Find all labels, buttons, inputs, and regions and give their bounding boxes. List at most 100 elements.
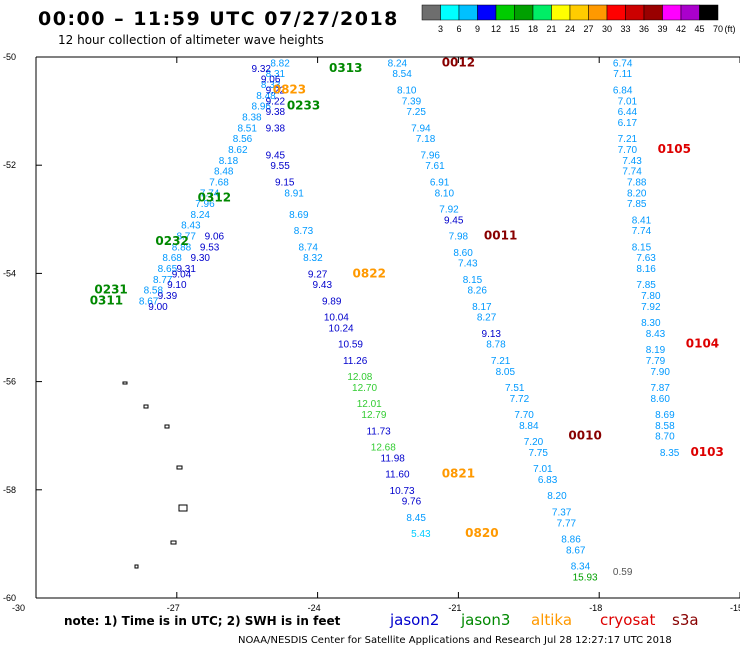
swh-value: 7.74 — [622, 167, 642, 178]
time-label: 0010 — [568, 429, 601, 443]
y-tick-label: -56 — [3, 377, 16, 387]
swh-value: 8.24 — [191, 210, 211, 221]
swh-value: 8.60 — [453, 248, 473, 259]
swh-value: 11.60 — [385, 470, 410, 481]
swh-value: 6.91 — [430, 177, 450, 188]
swh-value: 9.45 — [266, 150, 286, 161]
swh-value: 7.96 — [195, 199, 215, 210]
swh-value: 8.30 — [641, 318, 661, 329]
colorbar-swatch — [421, 4, 441, 21]
colorbar-swatch — [699, 4, 719, 21]
swh-value: 6.83 — [538, 475, 558, 486]
swh-value: 10.73 — [390, 486, 415, 497]
x-tick-label: -30 — [12, 603, 25, 613]
swh-value: 7.20 — [524, 437, 544, 448]
swh-value: 8.17 — [472, 302, 492, 313]
island-3 — [164, 424, 170, 429]
footer-credit: NOAA/NESDIS Center for Satellite Applica… — [238, 635, 672, 646]
swh-value: 8.60 — [650, 394, 670, 405]
island-7 — [134, 564, 139, 569]
colorbar-swatch — [532, 4, 552, 21]
swh-value: 8.62 — [228, 145, 248, 156]
time-label: 0233 — [287, 99, 320, 113]
swh-value: 8.65 — [158, 264, 178, 275]
island-4 — [176, 465, 183, 470]
swh-value: 7.98 — [449, 232, 469, 243]
swh-value: 7.37 — [552, 507, 572, 518]
swh-value: 7.79 — [646, 356, 666, 367]
swh-value: 9.32 — [252, 64, 272, 75]
swh-value: 8.88 — [172, 242, 192, 253]
colorbar-label: 12 — [491, 24, 501, 34]
swh-value: 8.43 — [181, 221, 201, 232]
swh-value: 7.87 — [650, 383, 670, 394]
swh-value: 7.94 — [411, 123, 431, 134]
swh-value: 8.43 — [646, 329, 666, 340]
swh-value: 7.51 — [505, 383, 525, 394]
legend-s3a: s3a — [672, 611, 699, 629]
legend-cryosat: cryosat — [600, 611, 655, 629]
colorbar-swatch — [643, 4, 663, 21]
y-tick-label: -54 — [3, 268, 16, 278]
swh-value: 7.11 — [613, 69, 632, 80]
swh-value: 10.59 — [338, 340, 363, 351]
island-1 — [122, 381, 128, 385]
colorbar-swatch — [514, 4, 534, 21]
swh-value: 8.15 — [632, 242, 652, 253]
colorbar-label: 3 — [438, 24, 443, 34]
swh-value: 7.43 — [458, 259, 478, 270]
swh-value: 7.80 — [641, 291, 661, 302]
time-label: 0313 — [329, 61, 362, 75]
swh-value: 12.79 — [361, 410, 386, 421]
swh-value: 8.10 — [397, 85, 417, 96]
swh-value: 7.18 — [416, 134, 436, 145]
swh-value: 7.43 — [622, 156, 642, 167]
swh-value: 8.68 — [162, 253, 182, 264]
swh-value: 7.61 — [425, 161, 445, 172]
swh-value: 9.31 — [176, 264, 196, 275]
colorbar-unit: (ft) — [725, 24, 736, 34]
swh-value: 8.48 — [214, 167, 234, 178]
legend-jason2: jason2 — [389, 611, 439, 629]
colorbar-swatch — [680, 4, 700, 21]
swh-value: 9.06 — [261, 75, 281, 86]
chart-title: 00:00 – 11:59 UTC 07/27/2018 — [38, 8, 399, 30]
colorbar-swatch — [606, 4, 626, 21]
swh-value: 8.45 — [406, 513, 426, 524]
colorbar-label: 15 — [509, 24, 519, 34]
swh-value: 12.70 — [352, 383, 377, 394]
chart-subtitle: 12 hour collection of altimeter wave hei… — [58, 33, 324, 47]
time-label: 0820 — [465, 526, 498, 540]
swh-value: 6.44 — [618, 107, 638, 118]
colorbar-swatch — [458, 4, 478, 21]
swh-value: 7.92 — [439, 204, 459, 215]
swh-value: 8.38 — [242, 113, 262, 124]
swh-value: 8.41 — [632, 215, 652, 226]
swh-value: 7.70 — [618, 145, 638, 156]
time-label: 0012 — [442, 55, 475, 69]
time-label: 0823 — [273, 82, 306, 96]
swh-value: 8.58 — [144, 286, 164, 297]
swh-value: 9.13 — [482, 329, 502, 340]
colorbar-swatch — [477, 4, 497, 21]
swh-value: 7.63 — [636, 253, 656, 264]
swh-value: 9.89 — [322, 296, 342, 307]
swh-value: 9.04 — [172, 269, 192, 280]
swh-value: 8.26 — [467, 286, 487, 297]
island-6 — [170, 540, 177, 545]
swh-value: 8.51 — [237, 123, 257, 134]
x-tick-label: -24 — [308, 603, 321, 613]
colorbar-label: 39 — [657, 24, 667, 34]
y-tick-label: -52 — [3, 160, 16, 170]
swh-value: 8.96 — [252, 102, 272, 113]
legend-altika: altika — [531, 611, 572, 629]
swh-value: 7.68 — [209, 177, 229, 188]
swh-value: 7.72 — [510, 394, 530, 405]
swh-values: 8.828.318.338.488.968.388.518.568.628.18… — [139, 58, 680, 583]
swh-value: 7.90 — [650, 367, 670, 378]
swh-value: 8.56 — [233, 134, 253, 145]
swh-value: 7.75 — [528, 448, 548, 459]
swh-value-isolated: 0.59 — [613, 567, 633, 578]
y-tick-label: -50 — [3, 52, 16, 62]
